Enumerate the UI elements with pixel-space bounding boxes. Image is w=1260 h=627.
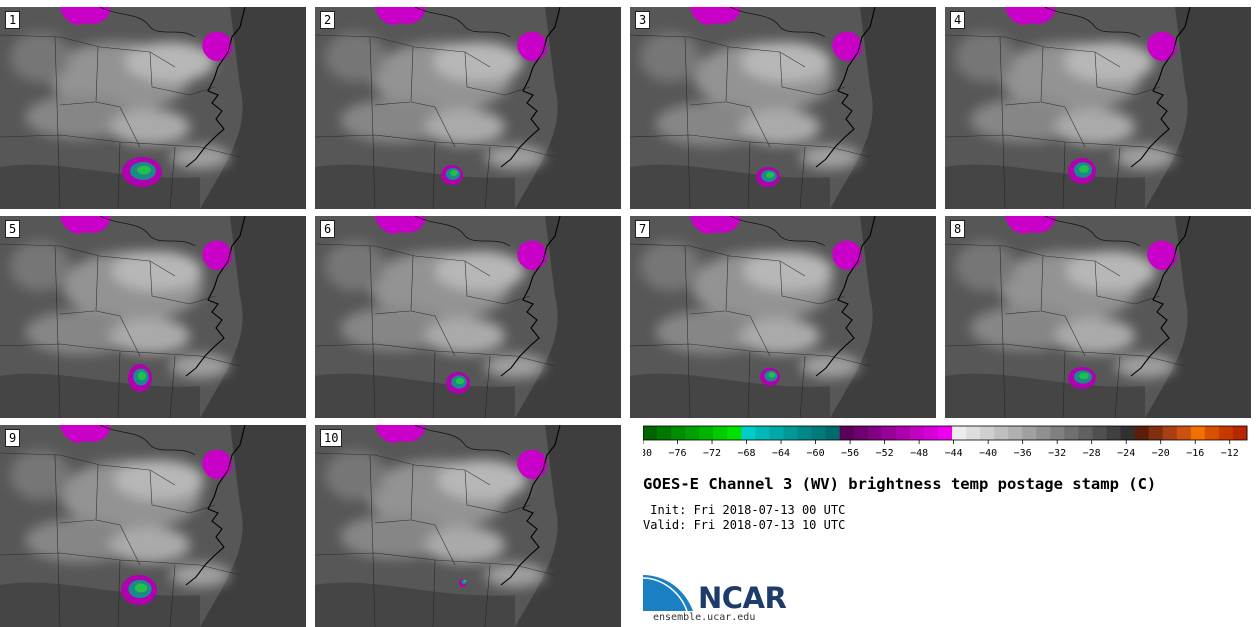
colorbar-swatch (909, 426, 925, 440)
map-panel: 6 (315, 216, 621, 418)
map-panel: 4 (945, 7, 1251, 209)
panel-label: 4 (950, 11, 966, 29)
panel-label: 8 (950, 220, 966, 238)
colorbar-swatch (1008, 426, 1023, 440)
colorbar-swatch (755, 426, 770, 440)
map-panel: 9 (0, 425, 306, 627)
colorbar-swatch (937, 426, 953, 440)
colorbar-swatch (839, 426, 855, 440)
valid-time: Valid: Fri 2018-07-13 10 UTC (643, 518, 846, 532)
colorbar-tick-label: −44 (945, 448, 963, 459)
colorbar-tick-label: −16 (1186, 448, 1204, 459)
colorbar-tick-label: −60 (807, 448, 825, 459)
colorbar-tick-label: −32 (1048, 448, 1066, 459)
colorbar-tick-label: −48 (910, 448, 928, 459)
colorbar-tick-label: −56 (841, 448, 859, 459)
colorbar-swatch (643, 426, 658, 440)
colorbar: −80 −76 −72 −68 −64 −60 −56 −52 −48 −44 −40 −36 −32 −… (643, 425, 1248, 459)
panel-label: 6 (320, 220, 336, 238)
colorbar-swatch (699, 426, 714, 440)
colorbar-swatch (895, 426, 911, 440)
map-panel: 2 (315, 7, 621, 209)
map-panel: 8 (945, 216, 1251, 418)
colorbar-swatch (1120, 426, 1136, 440)
colorbar-swatch (769, 426, 784, 440)
colorbar-swatch (881, 426, 897, 440)
colorbar-tick-label: −28 (1083, 448, 1101, 459)
chart-title: GOES-E Channel 3 (WV) brightness temp po… (643, 475, 1157, 493)
colorbar-tick-label: −20 (1152, 448, 1170, 459)
colorbar-tick-label: −68 (738, 448, 756, 459)
panel-label: 2 (320, 11, 336, 29)
colorbar-swatch (1134, 426, 1150, 440)
colorbar-tick-label: −72 (703, 448, 721, 459)
colorbar-tick-label: −24 (1117, 448, 1135, 459)
panel-label: 3 (635, 11, 651, 29)
colorbar-swatch (685, 426, 700, 440)
colorbar-swatch (671, 426, 686, 440)
colorbar-swatch (1176, 426, 1192, 440)
colorbar-swatch (797, 426, 813, 440)
colorbar-swatch (1022, 426, 1037, 440)
colorbar-swatch (994, 426, 1009, 440)
colorbar-tick-label: −76 (668, 448, 686, 459)
colorbar-tick-label: −36 (1014, 448, 1032, 459)
colorbar-swatch (1106, 426, 1122, 440)
colorbar-swatch (1162, 426, 1178, 440)
colorbar-swatch (867, 426, 883, 440)
colorbar-swatch (1036, 426, 1051, 440)
colorbar-swatch (1190, 426, 1206, 440)
colorbar-swatch (1204, 426, 1220, 440)
colorbar-swatch (1064, 426, 1079, 440)
colorbar-tick-label: −12 (1221, 448, 1239, 459)
colorbar-tick-label: −64 (772, 448, 790, 459)
colorbar-swatch (1232, 426, 1248, 440)
map-panel: 1 (0, 7, 306, 209)
map-panel: 7 (630, 216, 936, 418)
colorbar-swatch (713, 426, 728, 440)
panel-label: 1 (5, 11, 21, 29)
colorbar-swatch (811, 426, 827, 440)
colorbar-tick-label: −52 (876, 448, 894, 459)
panel-label: 5 (5, 220, 21, 238)
colorbar-swatch (1148, 426, 1164, 440)
colorbar-swatch (1078, 426, 1093, 440)
colorbar-swatch (1218, 426, 1234, 440)
panel-label: 10 (320, 429, 343, 447)
map-panel: 5 (0, 216, 306, 418)
colorbar-swatch (952, 426, 967, 440)
colorbar-swatch (741, 426, 756, 440)
colorbar-swatch (1092, 426, 1108, 440)
panel-label: 9 (5, 429, 21, 447)
colorbar-swatch (1050, 426, 1065, 440)
map-panel: 10 (315, 425, 621, 627)
colorbar-swatch (966, 426, 981, 440)
colorbar-swatch (727, 426, 742, 440)
colorbar-swatch (657, 426, 672, 440)
init-time: Init: Fri 2018-07-13 00 UTC (643, 503, 846, 517)
colorbar-tick-label: −40 (979, 448, 997, 459)
ncar-logo-icon (643, 571, 695, 611)
site-url: ensemble.ucar.edu (653, 612, 756, 623)
colorbar-swatch (783, 426, 799, 440)
panel-label: 7 (635, 220, 651, 238)
map-panel: 3 (630, 7, 936, 209)
ncar-logo-text: NCAR (698, 581, 787, 615)
colorbar-tick-label: −80 (643, 448, 652, 459)
colorbar-swatch (980, 426, 995, 440)
colorbar-swatch (923, 426, 939, 440)
colorbar-swatch (825, 426, 841, 440)
colorbar-swatch (853, 426, 869, 440)
